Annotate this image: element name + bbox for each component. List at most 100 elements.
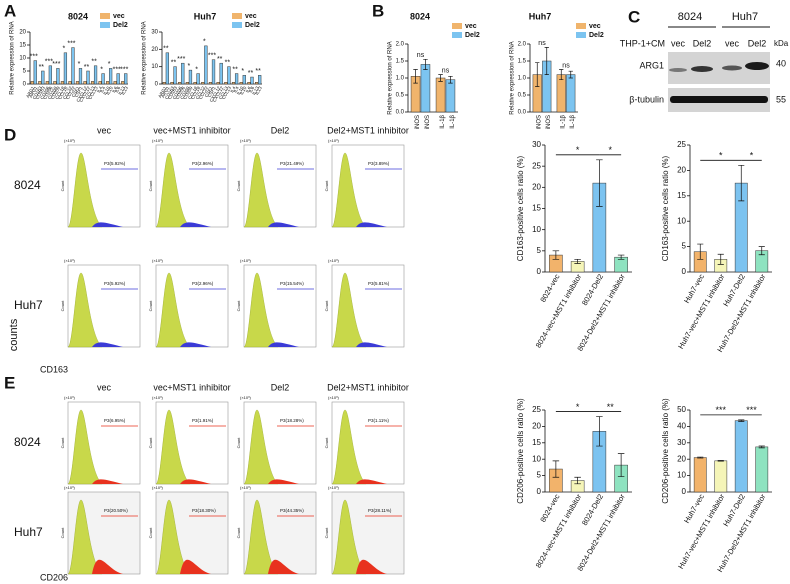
blot-protein: ARG1	[639, 60, 664, 70]
flow-gated-area	[356, 479, 387, 484]
x-tick-label: IL6	[248, 85, 256, 93]
x-tick-label: CSF1	[204, 85, 214, 98]
x-tick-label: CD163	[164, 85, 176, 100]
flow-gate-label: P3(20.50%)	[104, 508, 128, 513]
bar	[204, 45, 208, 85]
significance: ***	[208, 53, 216, 60]
bar	[242, 75, 246, 85]
x-tick-label: IL-1β	[440, 114, 446, 128]
bar	[219, 62, 223, 85]
significance: *	[195, 66, 198, 73]
x-tick-label: IL13	[120, 85, 129, 96]
significance: *	[100, 66, 103, 73]
x-tick-label: CD209	[182, 85, 194, 100]
y-tick-label: 0	[682, 487, 687, 496]
bar	[48, 65, 52, 85]
x-tick-label: CCL18	[187, 85, 199, 100]
bar	[208, 82, 213, 85]
x-tick-label: CD206	[39, 85, 51, 100]
y-axis-label: CD206-positive cells ratio (%)	[661, 398, 670, 504]
panel-letter: A	[4, 1, 16, 20]
blot-band	[669, 68, 687, 72]
y-tick-label: 20	[532, 182, 541, 191]
flow-gated-area	[356, 342, 387, 347]
significance: *	[241, 68, 244, 75]
y-tick-label: 30	[151, 30, 158, 36]
y-tick-label: 15	[677, 191, 686, 200]
error-bar	[413, 69, 418, 84]
error-bar	[697, 243, 704, 260]
x-tick-label: IL13	[117, 85, 126, 96]
flow-gate-label: P3(5.92%)	[104, 281, 126, 286]
x-tick-label: CCL18	[54, 85, 66, 100]
significance: ***	[746, 405, 757, 415]
y-tick-label: 5	[23, 69, 27, 75]
y-tick-label: 20	[532, 422, 541, 431]
flow-gated-area	[92, 559, 123, 574]
bar	[227, 66, 231, 85]
legend-label: vec	[113, 13, 125, 20]
flow-scale: (×10³)	[64, 258, 75, 263]
significance: ***	[52, 61, 60, 68]
bar	[53, 81, 57, 85]
panel-letter: C	[628, 7, 640, 26]
x-tick-label: CCL13	[87, 85, 99, 100]
flow-scale: (×10³)	[64, 138, 75, 143]
error-bar	[438, 74, 443, 82]
flow-gate-label: P3(5.81%)	[368, 281, 390, 286]
bar	[435, 77, 446, 113]
panel-letter: D	[4, 125, 16, 144]
x-tick-label: ARG1	[157, 85, 168, 99]
bar	[86, 70, 90, 85]
x-tick-label: CD209	[50, 85, 62, 100]
flow-gate-label: P3(1.91%)	[192, 418, 214, 423]
flow-histogram	[155, 499, 191, 575]
x-tick-label: iNOS	[425, 115, 431, 129]
x-tick-label: CSF1	[74, 85, 84, 98]
flow-gated-area	[356, 222, 387, 227]
flow-scale: (×10³)	[152, 395, 163, 400]
bar	[250, 76, 254, 85]
bar	[247, 82, 251, 85]
chart-title: 8024	[410, 11, 430, 21]
significance: **	[84, 64, 90, 71]
significance: **	[39, 64, 45, 71]
x-tick-label: ARG1	[28, 85, 39, 99]
flow-gate-label: P3(2.96%)	[192, 161, 214, 166]
flow-scale: (×10³)	[152, 258, 163, 263]
y-axis-label: Relative expression of RNA	[510, 41, 516, 114]
flow-gate-label: P3(6.95%)	[104, 418, 126, 423]
bar	[231, 82, 236, 85]
blot-lane: Del2	[748, 38, 767, 48]
significance: **	[232, 66, 238, 73]
x-tick-label: IL10	[236, 85, 245, 96]
error-bar	[596, 416, 603, 447]
significance: ns	[417, 52, 425, 59]
y-axis-label: CD206-positive cells ratio (%)	[516, 398, 525, 504]
bar	[734, 420, 748, 493]
x-tick-label: 8024-vec+MST1 inhibitor	[534, 272, 584, 349]
x-tick-label: IL10	[239, 85, 248, 96]
chart-title: 8024	[68, 11, 88, 21]
y-tick-label: 20	[677, 454, 686, 463]
error-bar	[574, 258, 581, 264]
y-tick-label: 0.5	[396, 93, 405, 99]
significance: **	[255, 68, 261, 75]
significance: ***	[67, 40, 75, 47]
y-tick-label: 30	[677, 438, 686, 447]
bar	[170, 82, 174, 85]
flow-gate-label: P3(28.11%)	[368, 508, 392, 513]
blot-band	[745, 62, 769, 70]
flow-column-title: Del2+MST1 inhibitor	[327, 125, 409, 135]
error-bar	[596, 159, 603, 207]
x-tick-label: 8024-vec+MST1 inhibitor	[534, 492, 584, 569]
significance: ns	[442, 67, 450, 74]
flow-count-label: Count	[236, 527, 241, 539]
flow-count-label: Count	[60, 180, 65, 192]
bar	[224, 82, 228, 85]
flow-scale: (×10³)	[152, 485, 163, 490]
flow-scale: (×10³)	[240, 138, 251, 143]
x-tick-label: iNOS	[546, 115, 552, 129]
error-bar	[574, 476, 581, 485]
blot-band	[722, 65, 742, 71]
